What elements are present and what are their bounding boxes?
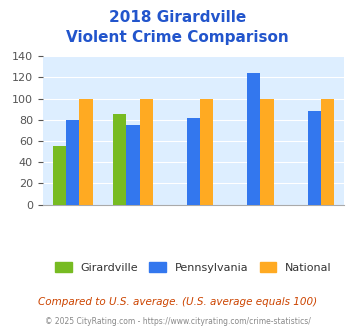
Bar	[113, 115, 126, 205]
Legend: Girardville, Pennsylvania, National: Girardville, Pennsylvania, National	[51, 258, 336, 277]
Bar	[321, 99, 334, 205]
Bar	[200, 99, 213, 205]
Bar	[80, 99, 93, 205]
Bar	[261, 99, 274, 205]
Text: 2018 Girardville: 2018 Girardville	[109, 10, 246, 25]
Bar	[140, 99, 153, 205]
Bar	[126, 125, 140, 205]
Bar	[187, 117, 200, 205]
Bar	[66, 120, 80, 205]
Bar	[247, 73, 261, 205]
Text: Compared to U.S. average. (U.S. average equals 100): Compared to U.S. average. (U.S. average …	[38, 297, 317, 307]
Bar	[53, 146, 66, 205]
Bar	[307, 111, 321, 205]
Text: © 2025 CityRating.com - https://www.cityrating.com/crime-statistics/: © 2025 CityRating.com - https://www.city…	[45, 317, 310, 326]
Text: Violent Crime Comparison: Violent Crime Comparison	[66, 30, 289, 45]
